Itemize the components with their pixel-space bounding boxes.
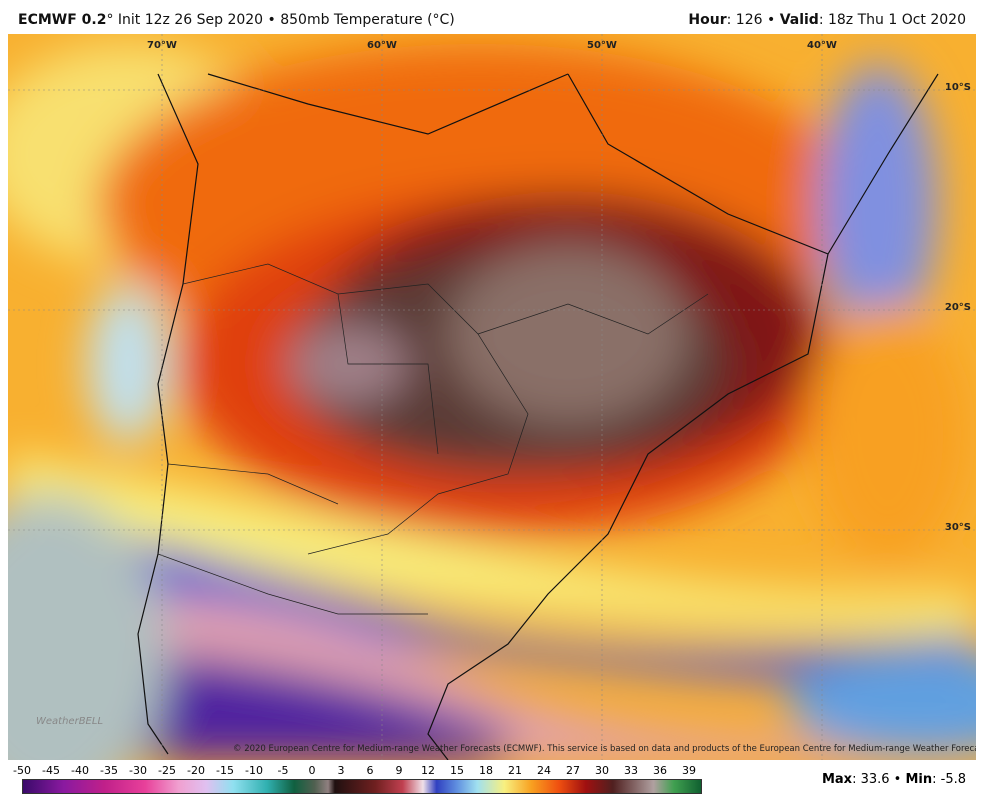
latitude-label: 30°S (945, 522, 971, 533)
header-right: Hour: 126 • Valid: 18z Thu 1 Oct 2020 (688, 12, 966, 28)
header-text: Valid (779, 12, 819, 28)
stat-text: : 33.6 • (852, 772, 906, 787)
colorbar-label: 27 (566, 764, 580, 777)
colorbar-label: 0 (308, 764, 316, 777)
header-text: : 126 • (726, 12, 780, 28)
longitude-label: 40°W (807, 40, 837, 51)
longitude-label: 70°W (147, 40, 177, 51)
colorbar-label: 33 (624, 764, 638, 777)
colorbar-label: 21 (508, 764, 522, 777)
latitude-label: 20°S (945, 302, 971, 313)
colorbar-labels: -50 -45 -40 -35 -30 -25 -20 -15 -10 -5 0 3 6 9 12 15 18 2… (0, 764, 720, 778)
watermark: WeatherBELL (36, 716, 103, 727)
colorbar-label: -10 (245, 764, 263, 777)
temperature-field (8, 44, 976, 760)
colorbar-label: 18 (479, 764, 493, 777)
colorbar-label: 30 (595, 764, 609, 777)
colorbar-label: -5 (277, 764, 289, 777)
colorbar-label: -50 (13, 764, 31, 777)
colorbar-label: 36 (653, 764, 667, 777)
colorbar-label: -40 (71, 764, 89, 777)
header-text: Hour (688, 12, 727, 28)
header-text: ° Init 12z 26 Sep 2020 • 850mb Temperatu… (106, 12, 455, 28)
longitude-label: 50°W (587, 40, 617, 51)
colorbar-label: -25 (158, 764, 176, 777)
colorbar-label: 15 (450, 764, 464, 777)
colorbar-label: 6 (366, 764, 374, 777)
stat-text: Min (905, 772, 933, 787)
colorbar-label: -15 (216, 764, 234, 777)
colorbar-label: 39 (682, 764, 696, 777)
borders (157, 263, 709, 615)
graticule (8, 34, 976, 760)
colorbar-label: 12 (421, 764, 435, 777)
stats: Max: 33.6 • Min: -5.8 (822, 772, 966, 787)
colorbar-label: -30 (129, 764, 147, 777)
latitude-label: 10°S (945, 82, 971, 93)
colorbar-label: -45 (42, 764, 60, 777)
colorbar-label: 3 (337, 764, 345, 777)
header-text: : 18z Thu 1 Oct 2020 (818, 12, 966, 28)
copyright: © 2020 European Centre for Medium-range … (233, 744, 976, 754)
stat-text: Max (821, 772, 853, 787)
colorbar-label: -35 (100, 764, 118, 777)
header-left: ECMWF 0.2° Init 12z 26 Sep 2020 • 850mb … (18, 12, 455, 28)
map: 70°W 60°W 50°W 40°W 10°S 20°S 30°S © 2020 Euro… (8, 34, 976, 760)
colorbar-label: -20 (187, 764, 205, 777)
longitude-label: 60°W (367, 40, 397, 51)
header-text: ECMWF 0.2 (18, 12, 107, 28)
colorbar-label: 24 (537, 764, 551, 777)
colorbar-label: 9 (395, 764, 403, 777)
stat-text: : -5.8 (932, 772, 966, 787)
colorbar (22, 779, 702, 794)
